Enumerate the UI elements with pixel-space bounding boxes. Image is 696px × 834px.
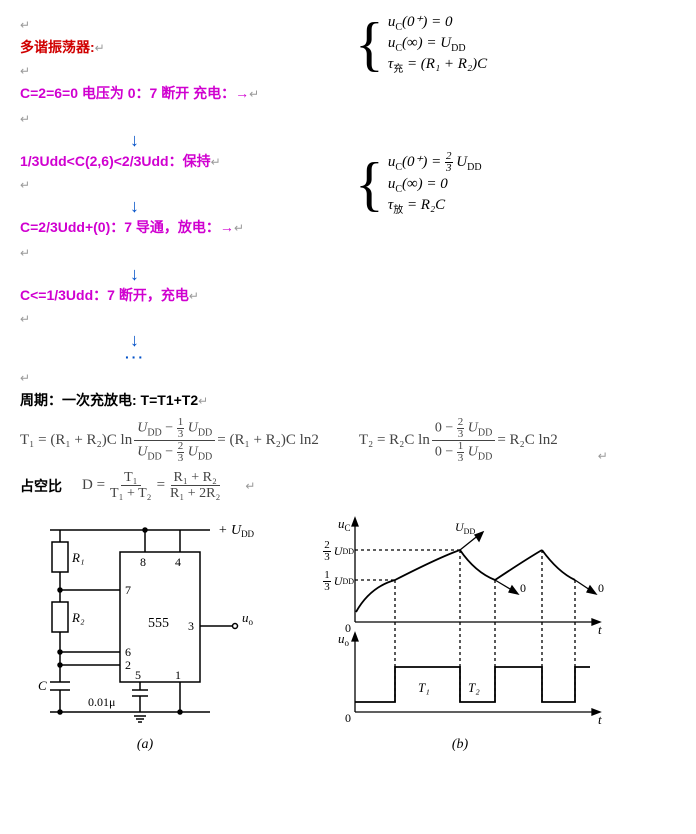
eq-stack-2: uC(0⁺) = 23 UDD uC(∞) = 0 τ放 = R₂C: [388, 151, 482, 216]
svg-text:7: 7: [125, 583, 131, 597]
blank-return: ↵: [20, 242, 676, 263]
row-step23-eq2: 1/3Udd<C(2,6)<2/3Udd：保持↵ ↵ ↓ C=2/3Udd+(0…: [20, 149, 676, 240]
blank-return: ↵: [20, 174, 355, 195]
period-label: 周期：一次充放电: T=T1+T2: [20, 392, 198, 408]
svg-text:+ UDD: + UDD: [218, 523, 255, 539]
brace-icon: {: [355, 14, 384, 74]
svg-text:0: 0: [520, 581, 526, 595]
title-text: 多谐振荡器:: [20, 39, 95, 55]
step-4: C<=1/3Udd：7 断开，充电↵: [20, 285, 676, 306]
formulas-t1-t2: T₁ = (R₁ + R₂)C ln UDD − 13 UDD UDD − 23…: [20, 417, 676, 464]
figures-row: + UDD R₁ R₂: [20, 512, 676, 753]
svg-text:T₂: T₂: [468, 680, 480, 695]
svg-text:0: 0: [598, 581, 604, 595]
formula-t2: T₂ = R₂C ln 0 − 23 UDD 0 − 13 UDD = R₂C …: [359, 417, 558, 464]
eq-stack-1: uC(0⁺) = 0 uC(∞) = UDD τ充 = (R₁ + R₂)C: [388, 12, 487, 75]
svg-text:R₁: R₁: [71, 550, 84, 565]
svg-text:t: t: [598, 622, 602, 637]
col-left-2: 1/3Udd<C(2,6)<2/3Udd：保持↵ ↵ ↓ C=2/3Udd+(0…: [20, 149, 355, 240]
blank-return: ↵: [20, 60, 355, 81]
eq-group-1: { uC(0⁺) = 0 uC(∞) = UDD τ充 = (R₁ + R₂)C: [355, 12, 676, 75]
circuit-svg: + UDD R₁ R₂: [20, 512, 270, 732]
svg-text:R₂: R₂: [71, 610, 85, 625]
svg-text:0: 0: [345, 621, 351, 635]
blank-return: ↵: [20, 308, 676, 329]
arrow-down-icon: ↓: [130, 331, 676, 349]
svg-text:UDD: UDD: [455, 520, 475, 536]
step2-text: 1/3Udd<C(2,6)<2/3Udd：保持: [20, 153, 211, 169]
row-title-eq1: ↵ 多谐振荡器:↵ ↵ C=2=6=0 电压为 0：7 断开 充电：→↵ { u…: [20, 12, 676, 106]
step3-text: C=2/3Udd+(0)：7 导通，放电：→: [20, 219, 234, 235]
svg-text:0: 0: [345, 711, 351, 725]
step-2: 1/3Udd<C(2,6)<2/3Udd：保持↵: [20, 151, 355, 172]
svg-text:555: 555: [148, 616, 169, 631]
caption-b: (b): [310, 737, 610, 753]
figure-b: uC t 0 23 UDD 13 UDD: [310, 512, 610, 753]
caption-a: (a): [20, 737, 270, 753]
brace-icon: {: [355, 154, 384, 214]
svg-text:0.01μ: 0.01μ: [88, 695, 115, 709]
svg-text:T₁: T₁: [418, 680, 430, 695]
step4-text: C<=1/3Udd：7 断开，充电: [20, 287, 189, 303]
svg-text:t: t: [598, 712, 602, 727]
blank-return: ↵: [20, 14, 355, 35]
blank-return: ↵: [20, 367, 676, 388]
arrow-down-icon: ↓: [130, 197, 355, 215]
duty-label: 占空比: [20, 476, 62, 496]
period-line: 周期：一次充放电: T=T1+T2↵: [20, 390, 676, 411]
step-1: C=2=6=0 电压为 0：7 断开 充电：→↵: [20, 83, 355, 104]
svg-text:3: 3: [188, 619, 194, 633]
svg-text:2: 2: [125, 658, 131, 672]
formula-t1: T₁ = (R₁ + R₂)C ln UDD − 13 UDD UDD − 23…: [20, 417, 319, 464]
step-3: C=2/3Udd+(0)：7 导通，放电：→↵: [20, 217, 355, 238]
svg-text:uC: uC: [338, 516, 351, 533]
svg-text:6: 6: [125, 645, 131, 659]
col-left-1: ↵ 多谐振荡器:↵ ↵ C=2=6=0 电压为 0：7 断开 充电：→↵: [20, 12, 355, 106]
svg-text:5: 5: [135, 668, 141, 682]
figure-a: + UDD R₁ R₂: [20, 512, 270, 753]
svg-text:8: 8: [140, 555, 146, 569]
title: 多谐振荡器:↵: [20, 37, 355, 58]
ellipsis: ···: [125, 349, 676, 365]
arrow-down-icon: ↓: [130, 131, 676, 149]
waveform-svg: uC t 0 23 UDD 13 UDD: [310, 512, 610, 732]
svg-text:1: 1: [175, 668, 181, 682]
formula-d: D = T₁T₁ + T₂ = R₁ + R₂R₁ + 2R₂: [82, 470, 225, 502]
svg-text:4: 4: [175, 555, 181, 569]
svg-text:uo: uo: [242, 610, 254, 627]
duty-row: 占空比 D = T₁T₁ + T₂ = R₁ + R₂R₁ + 2R₂ ↵: [20, 470, 676, 502]
eq-group-2: { uC(0⁺) = 23 UDD uC(∞) = 0 τ放 = R₂C: [355, 149, 676, 216]
arrow-down-icon: ↓: [130, 265, 676, 283]
blank-return: ↵: [20, 108, 676, 129]
svg-text:C: C: [38, 678, 47, 693]
step1-text: C=2=6=0 电压为 0：7 断开 充电：→: [20, 85, 249, 101]
